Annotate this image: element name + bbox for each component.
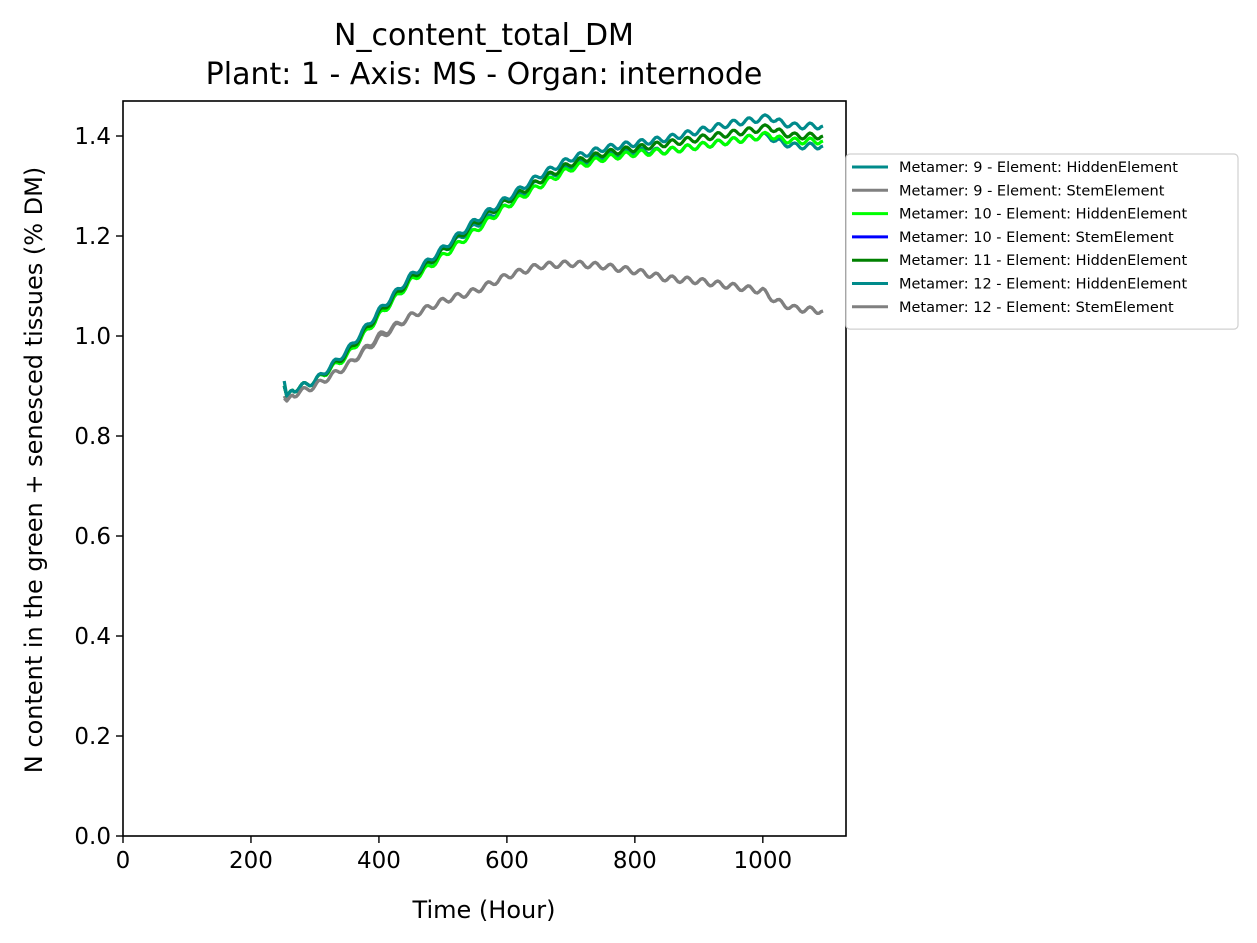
y-tick-label: 1.0	[74, 324, 111, 350]
legend: Metamer: 9 - Element: HiddenElement Metam…	[845, 153, 1239, 330]
legend-entry: Metamer: 9 - Element: StemElement	[899, 183, 1165, 199]
x-axis: 0 200 400 600 800 1000	[116, 836, 792, 874]
y-tick-label: 0.6	[74, 524, 111, 550]
y-axis-label: N content in the green + senesced tissue…	[20, 167, 48, 773]
x-tick-label: 0	[116, 848, 131, 874]
y-tick-label: 0.8	[74, 424, 111, 450]
x-tick-label: 400	[357, 848, 401, 874]
series-line	[282, 130, 824, 398]
legend-entry: Metamer: 9 - Element: HiddenElement	[899, 160, 1178, 176]
x-tick-label: 200	[229, 848, 273, 874]
y-axis: 0.0 0.2 0.4 0.6 0.8 1.0 1.2 1.4	[74, 124, 123, 850]
legend-entry: Metamer: 10 - Element: HiddenElement	[899, 207, 1187, 223]
chart-subtitle: Plant: 1 - Axis: MS - Organ: internode	[206, 57, 763, 92]
y-tick-label: 0.4	[74, 624, 111, 650]
legend-entry: Metamer: 10 - Element: StemElement	[899, 230, 1174, 246]
series-line	[282, 113, 824, 398]
y-tick-label: 0.2	[74, 724, 111, 750]
series-layer	[282, 113, 824, 403]
legend-entry: Metamer: 12 - Element: HiddenElement	[899, 277, 1187, 293]
x-tick-label: 800	[613, 848, 657, 874]
x-tick-label: 1000	[734, 848, 793, 874]
y-tick-label: 1.4	[74, 124, 111, 150]
x-tick-label: 600	[485, 848, 529, 874]
chart-title: N_content_total_DM	[334, 18, 634, 53]
series-line	[283, 259, 824, 403]
y-tick-label: 1.2	[74, 224, 111, 250]
plot-frame	[122, 100, 847, 837]
y-tick-label: 0.0	[74, 824, 111, 850]
x-axis-label: Time (Hour)	[412, 896, 556, 924]
legend-box	[845, 153, 1239, 330]
series-line	[282, 123, 824, 398]
legend-entry: Metamer: 12 - Element: StemElement	[899, 300, 1174, 316]
legend-entry: Metamer: 11 - Element: HiddenElement	[899, 253, 1187, 269]
